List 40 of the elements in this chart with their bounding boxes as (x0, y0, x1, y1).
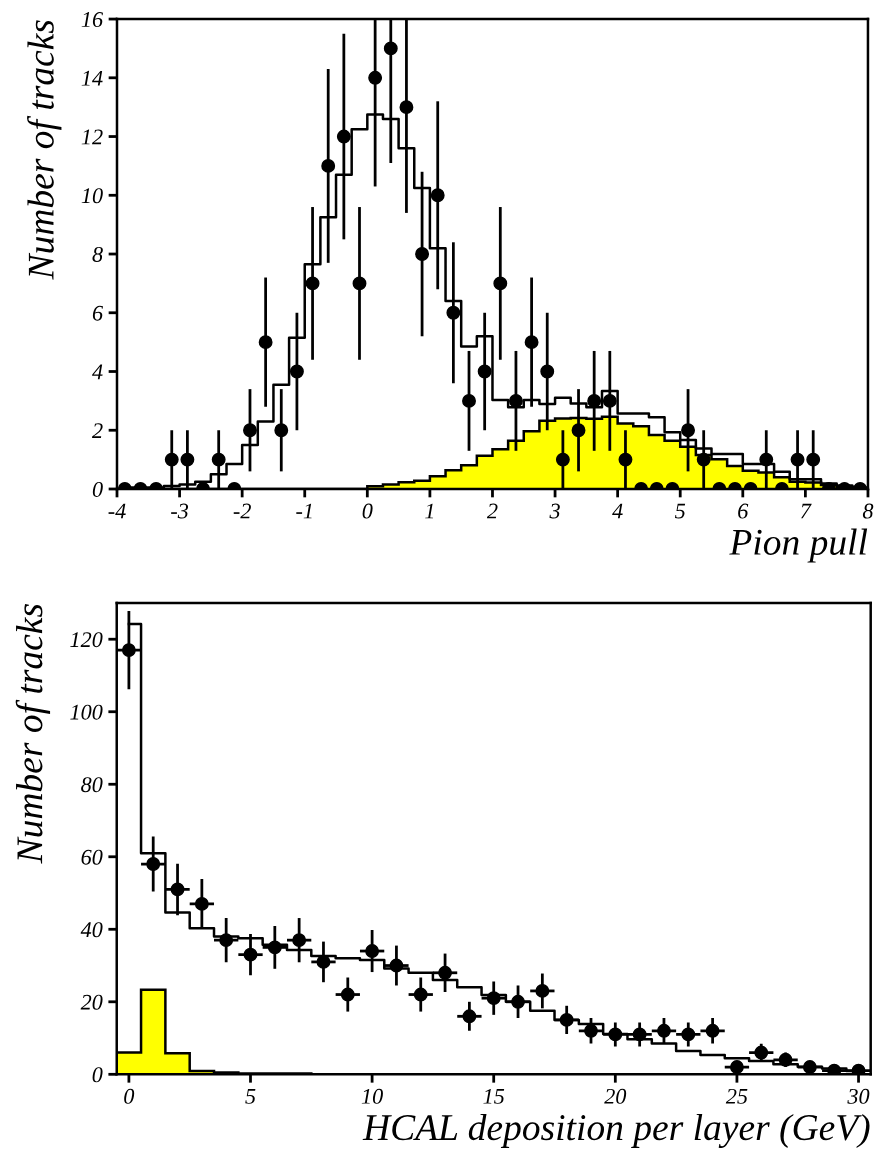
y-axis-title: Number of tracks (15, 604, 51, 864)
x-tick-label: -3 (171, 503, 189, 519)
y-tick-label: 14 (81, 70, 103, 86)
x-tick-label: 15 (483, 1088, 505, 1104)
y-tick-label: 120 (70, 632, 103, 648)
y-tick-label: 0 (92, 1067, 103, 1083)
x-tick-label: 5 (245, 1089, 256, 1104)
y-tick-label: 20 (80, 994, 103, 1010)
y-tick-label: 12 (81, 129, 103, 145)
x-tick-label: 1 (425, 503, 434, 519)
y-tick-label: 0 (92, 481, 103, 497)
x-tick-label: 5 (675, 503, 686, 519)
x-tick-label: 0 (124, 1088, 135, 1104)
x-tick-label: 2 (486, 503, 498, 519)
x-axis-title: HCAL deposition per layer (GeV) (362, 1113, 870, 1149)
y-tick-label: 2 (92, 423, 103, 438)
x-tick-label: 4 (612, 503, 623, 519)
x-tick-label: -4 (108, 503, 126, 519)
x-tick-label: -2 (233, 503, 251, 519)
y-tick-label: 16 (81, 12, 103, 27)
x-tick-label: 0 (362, 503, 373, 519)
x-tick-label: 20 (604, 1088, 627, 1104)
x-tick-label: 8 (862, 503, 874, 519)
x-tick-label: 10 (361, 1088, 383, 1104)
y-tick-label: 100 (70, 704, 103, 720)
y-tick-label: 6 (92, 305, 103, 321)
x-axis-title: Pion pull (729, 528, 868, 563)
x-tick-label: -1 (296, 503, 312, 519)
y-tick-label: 40 (80, 922, 103, 938)
y-tick-label: 4 (92, 364, 103, 380)
x-tick-label: 7 (801, 503, 812, 519)
x-tick-label: 3 (549, 503, 560, 519)
y-tick-label: 60 (81, 849, 103, 865)
x-tick-label: 25 (725, 1088, 748, 1104)
x-tick-label: 6 (738, 503, 749, 519)
y-axis-title: Number of tracks (27, 20, 62, 280)
y-tick-label: 80 (81, 777, 103, 793)
x-tick-label: 30 (847, 1088, 870, 1104)
y-tick-label: 10 (81, 188, 103, 204)
y-tick-label: 8 (92, 246, 103, 262)
